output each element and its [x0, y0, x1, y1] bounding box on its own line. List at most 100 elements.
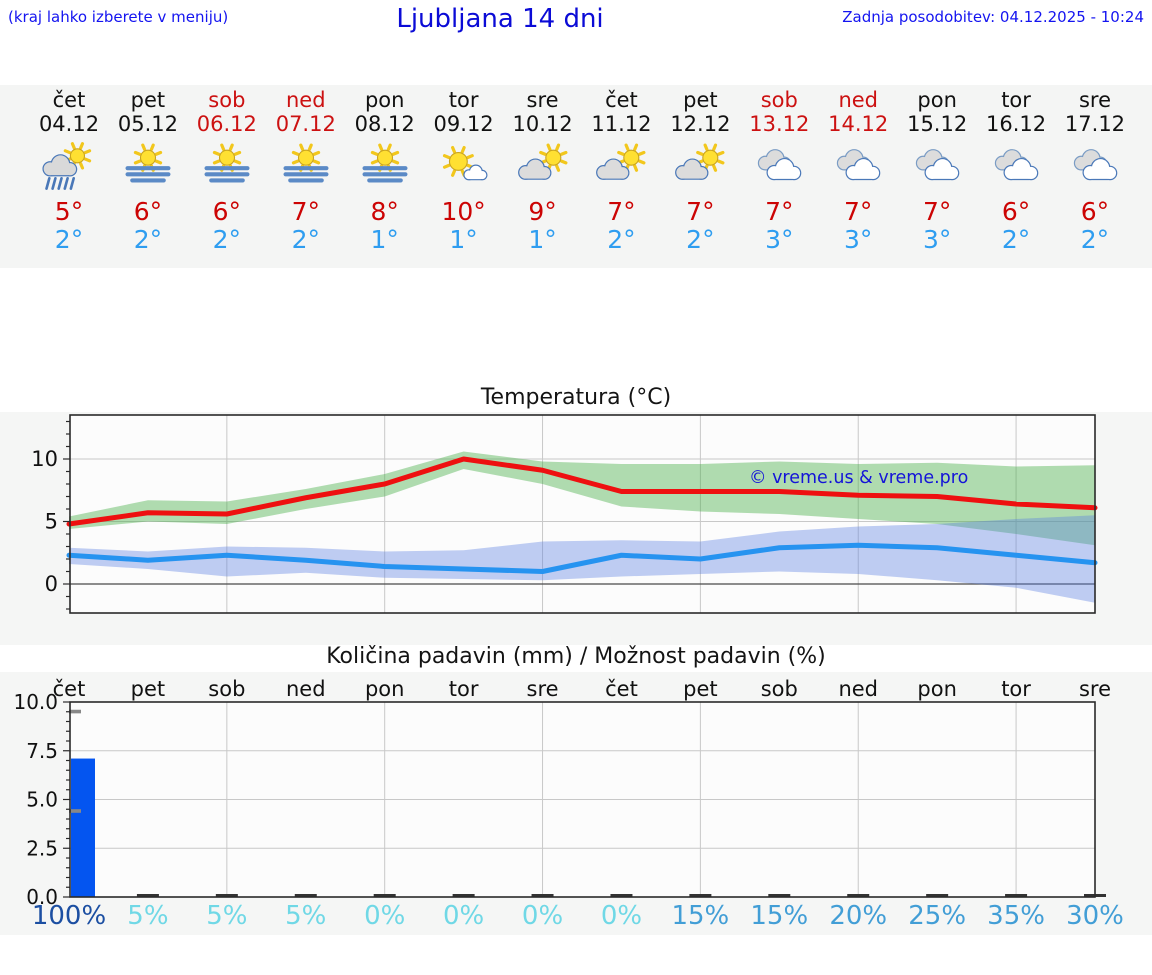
day-high-temp: 7°: [686, 197, 715, 226]
day-low-temp: 3°: [844, 225, 873, 254]
precip-probability-label: 5%: [285, 901, 327, 931]
day-high-temp: 7°: [765, 197, 794, 226]
day-name-label: ned: [838, 88, 878, 112]
day-strip: čet 04.12 5° 2° pet 05.12 6° 2° sob 06.12 6° 2° ned 0…: [0, 85, 1152, 268]
day-name-label: tor: [1001, 88, 1031, 112]
day-date-label: 04.12: [38, 112, 100, 136]
day-high-temp: 10°: [441, 197, 486, 226]
day-low-temp: 2°: [54, 225, 84, 254]
precip-probability-label: 100%: [31, 901, 107, 931]
fog-sun-icon: [204, 143, 250, 183]
weather-icon: [579, 140, 663, 196]
day-high-temp: 9°: [528, 197, 557, 226]
precipitation-probability-row: 100% 5% 5% 5% 0% 0% 0% 0% 15% 15% 20% 25% 35% 30%: [0, 901, 1152, 933]
precip-probability-label: 25%: [908, 901, 967, 931]
day-column: čet 04.12 5° 2°: [27, 88, 111, 254]
day-name-label: čet: [52, 88, 86, 112]
cloudy-icon: [837, 149, 881, 181]
fog-sun-icon: [362, 143, 408, 183]
day-name-label: pet: [130, 88, 166, 112]
day-high-temp: 6°: [1001, 197, 1031, 226]
menu-hint-link[interactable]: (kraj lahko izberete v meniju): [8, 8, 229, 26]
day-date-label: 15.12: [907, 112, 968, 136]
last-update-label: Zadnja posodobitev: 04.12.2025 - 10:24: [842, 8, 1144, 26]
precip-probability-label: 0%: [442, 901, 485, 931]
day-high-temp: 7°: [922, 197, 952, 226]
weather-icon: [816, 140, 900, 196]
precip-probability-label: 0%: [364, 901, 406, 931]
weather-icon: [1053, 140, 1137, 196]
cloudy-icon: [758, 149, 802, 181]
weather-icon: [185, 140, 269, 196]
precip-probability-label: 5%: [206, 901, 248, 931]
day-low-temp: 2°: [212, 225, 242, 254]
day-low-temp: 2°: [686, 225, 715, 254]
day-name-label: sre: [1078, 88, 1111, 112]
precipitation-chart-background: [0, 672, 1152, 935]
cloudy-icon: [994, 149, 1039, 181]
day-date-label: 07.12: [275, 112, 336, 136]
day-column: čet 11.12 7° 2°: [579, 88, 663, 254]
weather-icon: [895, 140, 979, 196]
day-name-label: čet: [605, 88, 638, 112]
day-column: pon 15.12 7° 3°: [895, 88, 979, 254]
day-date-label: 13.12: [749, 112, 810, 136]
day-date-label: 10.12: [512, 112, 573, 136]
precip-probability-label: 15%: [671, 901, 730, 931]
day-column: ned 14.12 7° 3°: [816, 88, 900, 254]
precip-probability-label: 15%: [750, 901, 809, 931]
sun-cloud-icon: [442, 145, 488, 181]
cloud-sun-icon: [596, 143, 646, 180]
day-column: sob 13.12 7° 3°: [737, 88, 821, 254]
day-date-label: 05.12: [117, 112, 178, 136]
day-column: sre 10.12 9° 1°: [501, 88, 585, 254]
precip-probability-label: 30%: [1066, 901, 1124, 931]
weather-icon: [737, 140, 821, 196]
weather-icon: [974, 140, 1058, 196]
day-name-label: tor: [448, 88, 479, 112]
day-date-label: 08.12: [354, 112, 415, 136]
weather-icon: [106, 140, 190, 196]
cloudy-icon: [915, 149, 960, 181]
temperature-chart-title: Temperatura (°C): [480, 385, 672, 410]
day-column: tor 09.12 10° 1°: [422, 88, 506, 254]
precip-probability-label: 0%: [600, 901, 643, 931]
day-low-temp: 2°: [1080, 225, 1110, 254]
precip-probability-label: 20%: [829, 901, 888, 931]
day-high-temp: 8°: [370, 197, 399, 226]
page-title: Ljubljana 14 dni: [396, 4, 604, 34]
weather-icon: [422, 140, 506, 196]
day-date-label: 09.12: [433, 112, 494, 136]
temperature-chart-background: [0, 412, 1152, 645]
day-low-temp: 2°: [133, 225, 163, 254]
weather-icon: [501, 140, 585, 196]
day-low-temp: 3°: [765, 225, 794, 254]
precipitation-chart-title: Količina padavin (mm) / Možnost padavin …: [326, 644, 826, 669]
day-low-temp: 1°: [449, 225, 478, 254]
day-low-temp: 2°: [291, 225, 320, 254]
day-column: pon 08.12 8° 1°: [343, 88, 427, 254]
day-date-label: 16.12: [986, 112, 1047, 136]
precip-probability-label: 0%: [521, 901, 564, 931]
day-name-label: pet: [683, 88, 718, 112]
cloudy-icon: [1073, 149, 1118, 181]
day-name-label: pon: [364, 88, 405, 112]
day-date-label: 06.12: [196, 112, 257, 136]
day-date-label: 17.12: [1064, 112, 1126, 136]
rain-sun-icon: [42, 142, 92, 190]
weather-icon: [264, 140, 348, 196]
day-high-temp: 7°: [607, 197, 636, 226]
day-name-label: sre: [526, 88, 559, 112]
fog-sun-icon: [125, 143, 171, 183]
day-high-temp: 5°: [54, 197, 84, 226]
day-high-temp: 7°: [844, 197, 873, 226]
day-low-temp: 1°: [370, 225, 399, 254]
fog-sun-icon: [283, 143, 329, 183]
day-low-temp: 2°: [1001, 225, 1031, 254]
precip-probability-label: 35%: [987, 901, 1045, 931]
cloud-sun-icon: [517, 143, 567, 180]
day-high-temp: 6°: [133, 197, 163, 226]
cloud-sun-icon: [675, 143, 725, 180]
day-high-temp: 7°: [291, 197, 320, 226]
